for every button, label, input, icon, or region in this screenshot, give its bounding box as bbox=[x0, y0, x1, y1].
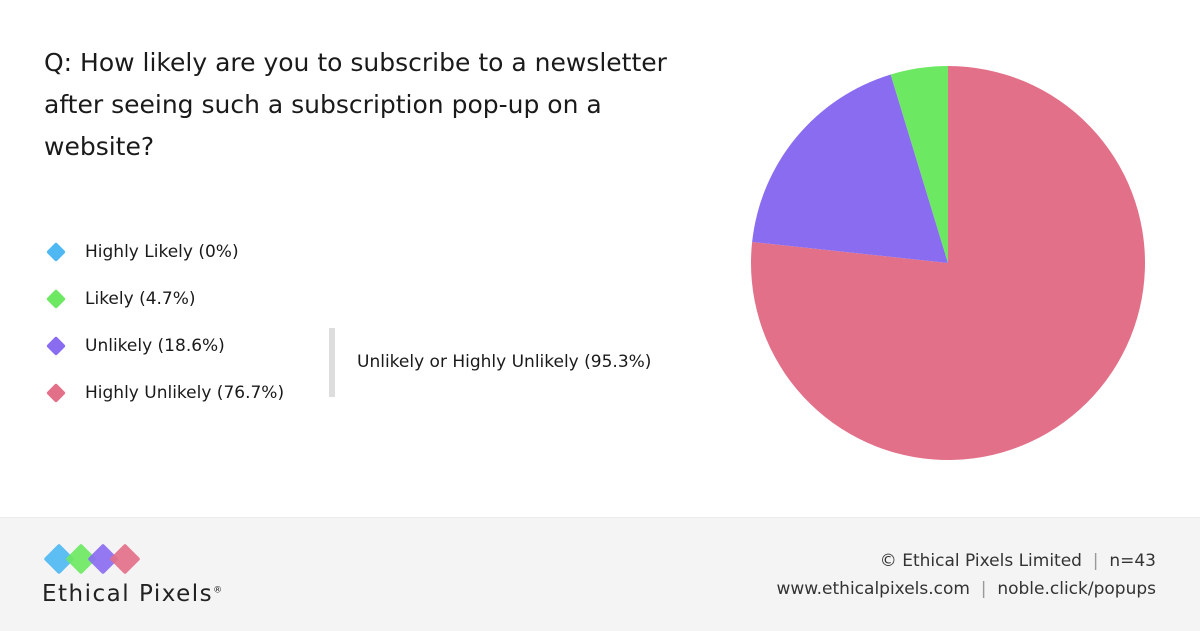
group-bracket bbox=[329, 328, 335, 397]
group-annotation: Unlikely or Highly Unlikely (95.3%) bbox=[357, 352, 652, 372]
links-line: www.ethicalpixels.com | noble.click/popu… bbox=[776, 579, 1157, 599]
legend-label: Highly Likely (0%) bbox=[85, 241, 239, 262]
legend-item-highly-unlikely: Highly Unlikely (76.7%) bbox=[44, 369, 284, 416]
legend-item-unlikely: Unlikely (18.6%) bbox=[44, 322, 284, 369]
legend-label: Unlikely (18.6%) bbox=[85, 335, 225, 356]
legend: Highly Likely (0%) Likely (4.7%) Unlikel… bbox=[44, 228, 284, 416]
brand-name: Ethical Pixels® bbox=[42, 581, 224, 607]
copyright-line: © Ethical Pixels Limited | n=43 bbox=[879, 551, 1156, 571]
footer: Ethical Pixels® © Ethical Pixels Limited… bbox=[0, 517, 1200, 631]
legend-label: Likely (4.7%) bbox=[85, 288, 196, 309]
logo-icon bbox=[43, 543, 144, 578]
popups-link[interactable]: noble.click/popups bbox=[997, 579, 1156, 599]
website-link[interactable]: www.ethicalpixels.com bbox=[776, 579, 970, 599]
legend-item-highly-likely: Highly Likely (0%) bbox=[44, 228, 284, 275]
legend-label: Highly Unlikely (76.7%) bbox=[85, 382, 285, 403]
chart-title: Q: How likely are you to subscribe to a … bbox=[44, 48, 667, 161]
sample-size: n=43 bbox=[1109, 551, 1156, 571]
pie-slice-likely bbox=[890, 66, 948, 263]
pie-slice-unlikely bbox=[752, 74, 948, 263]
legend-item-likely: Likely (4.7%) bbox=[44, 275, 284, 322]
pie-slice-highly-unlikely bbox=[750, 66, 1145, 461]
pie-chart bbox=[750, 66, 1145, 461]
